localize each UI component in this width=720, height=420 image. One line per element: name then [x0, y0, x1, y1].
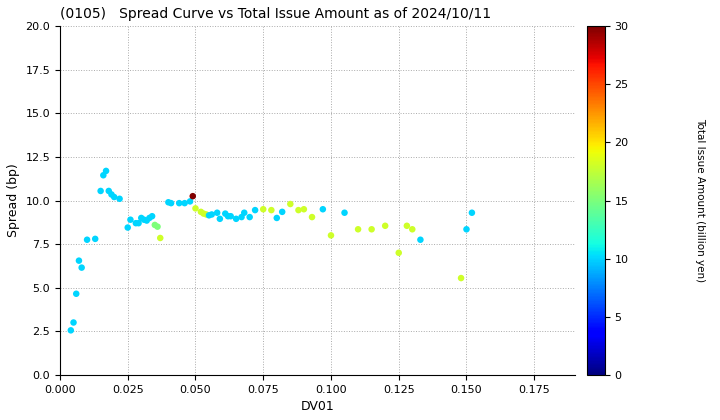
- Point: [100, 168, 112, 174]
- Point: [114, 195, 125, 202]
- Point: [266, 207, 277, 213]
- Point: [125, 216, 136, 223]
- Point: [163, 199, 174, 206]
- Point: [379, 223, 391, 229]
- Point: [135, 215, 147, 221]
- Point: [235, 214, 247, 220]
- Point: [230, 215, 242, 222]
- Point: [189, 205, 201, 212]
- Point: [179, 200, 190, 207]
- Point: [138, 216, 150, 223]
- Point: [339, 209, 351, 216]
- Point: [401, 223, 413, 229]
- Point: [109, 194, 120, 200]
- Point: [76, 264, 87, 271]
- Point: [393, 249, 405, 256]
- Y-axis label: Total Issue Amount (billion yen): Total Issue Amount (billion yen): [695, 118, 705, 283]
- Point: [198, 210, 210, 217]
- Point: [225, 213, 236, 220]
- Point: [132, 220, 144, 226]
- Point: [212, 209, 223, 216]
- Point: [146, 213, 158, 220]
- Point: [249, 207, 261, 213]
- Point: [214, 215, 225, 222]
- Point: [461, 226, 472, 233]
- Point: [166, 200, 177, 207]
- Point: [284, 201, 296, 207]
- Point: [206, 211, 217, 218]
- Point: [184, 198, 196, 205]
- Point: [238, 209, 250, 216]
- Point: [187, 193, 199, 199]
- Point: [271, 215, 282, 221]
- Point: [466, 209, 477, 216]
- Point: [95, 188, 107, 194]
- Point: [298, 206, 310, 213]
- Point: [317, 206, 328, 213]
- Point: [415, 236, 426, 243]
- Point: [366, 226, 377, 233]
- Point: [65, 327, 76, 334]
- Point: [122, 224, 133, 231]
- Point: [201, 211, 212, 218]
- Point: [325, 232, 337, 239]
- Point: [244, 214, 256, 220]
- Point: [149, 222, 161, 228]
- Point: [174, 200, 185, 207]
- Point: [293, 207, 305, 213]
- Point: [455, 275, 467, 281]
- Point: [98, 172, 109, 178]
- Point: [130, 220, 142, 226]
- Point: [203, 212, 215, 219]
- Point: [89, 236, 101, 242]
- Point: [220, 210, 231, 217]
- Text: (0105)   Spread Curve vs Total Issue Amount as of 2024/10/11: (0105) Spread Curve vs Total Issue Amoun…: [60, 7, 491, 21]
- Point: [155, 235, 166, 242]
- Point: [144, 215, 156, 221]
- Point: [141, 217, 153, 224]
- Point: [407, 226, 418, 233]
- Point: [73, 257, 85, 264]
- Point: [195, 208, 207, 215]
- Point: [103, 188, 114, 194]
- Point: [352, 226, 364, 233]
- Point: [276, 208, 288, 215]
- Point: [81, 236, 93, 243]
- Point: [222, 213, 234, 220]
- X-axis label: DV01: DV01: [300, 400, 334, 413]
- Point: [306, 214, 318, 220]
- Y-axis label: Spread (bp): Spread (bp): [7, 164, 20, 237]
- Point: [152, 223, 163, 230]
- Point: [68, 319, 79, 326]
- Point: [71, 290, 82, 297]
- Point: [106, 191, 117, 198]
- Point: [258, 206, 269, 213]
